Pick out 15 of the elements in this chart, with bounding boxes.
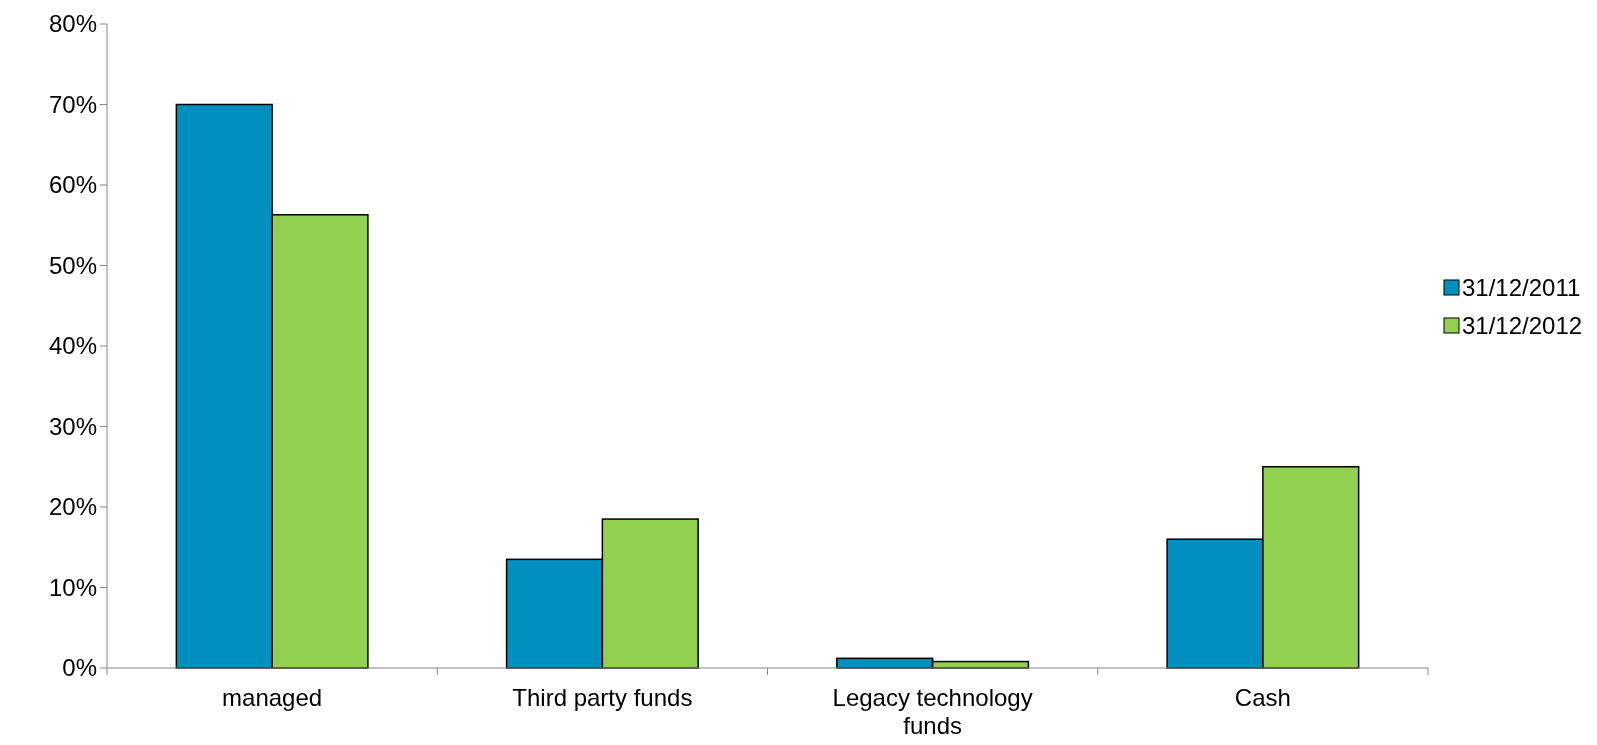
legend-label: 31/12/2012: [1462, 312, 1583, 340]
x-tick-label: Cash: [1234, 684, 1291, 711]
y-tick-label: 20%: [48, 493, 97, 521]
y-tick-label: 40%: [48, 332, 97, 360]
y-tick-label: 30%: [48, 412, 97, 440]
y-tick-label: 70%: [48, 90, 97, 118]
x-tick-label: Third party funds: [512, 684, 693, 711]
legend-label: 31/12/2011: [1462, 274, 1581, 302]
y-tick-label: 60%: [48, 171, 97, 199]
y-tick-label: 80%: [48, 10, 97, 38]
y-tick-label: 50%: [48, 251, 97, 279]
y-tick-label: 10%: [48, 573, 97, 601]
x-tick-label: Legacy technology funds: [832, 684, 1033, 739]
y-tick-label: 0%: [62, 654, 97, 682]
x-tick-label: managed: [222, 684, 323, 711]
